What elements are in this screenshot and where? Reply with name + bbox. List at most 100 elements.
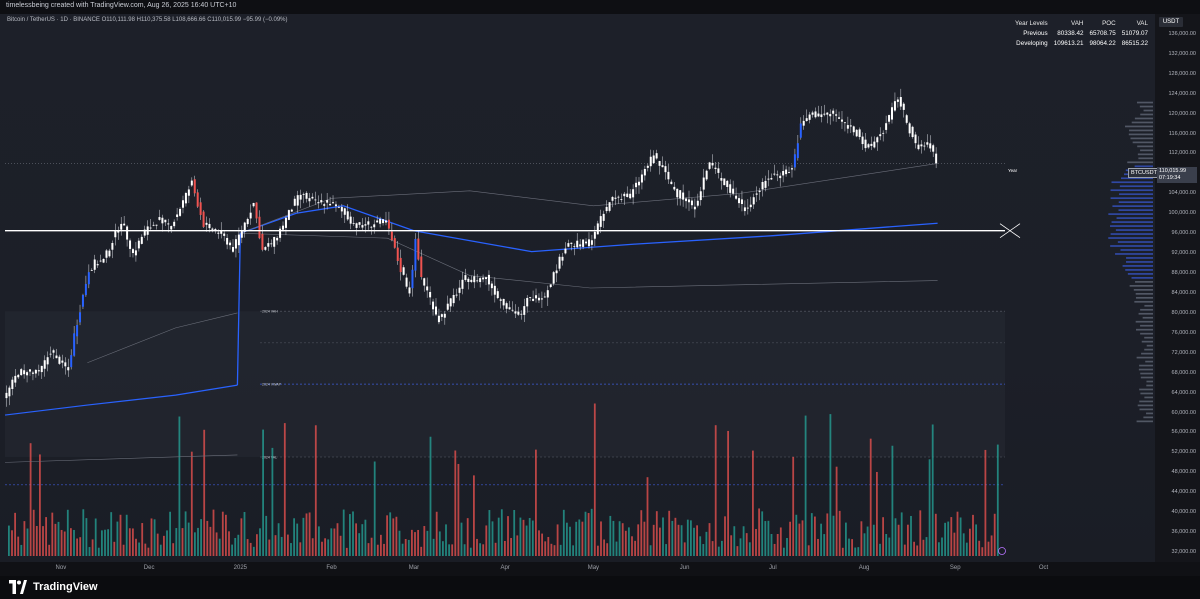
volume-bar <box>110 512 113 556</box>
candle-body <box>311 196 314 199</box>
volume-bar <box>814 516 816 556</box>
candle-body <box>617 196 620 198</box>
volume-bar <box>104 529 106 556</box>
volume-bar <box>708 523 711 556</box>
volume-bar <box>128 528 131 556</box>
band-upper-line-2025 <box>240 163 938 234</box>
volume-bar <box>473 475 475 556</box>
candle-body <box>26 372 29 376</box>
candle-body <box>290 209 293 212</box>
volume-bar <box>380 534 382 556</box>
candle-body <box>152 224 155 226</box>
volume-profile-bar <box>1119 193 1153 196</box>
candle-body <box>676 188 679 198</box>
level-label: 2024 VAL <box>262 455 277 459</box>
volume-profile-bar <box>1125 125 1153 128</box>
candle-body <box>426 286 429 291</box>
level-label: 2024 VAH <box>262 310 278 314</box>
volume-bar <box>287 534 289 556</box>
volume-bar <box>990 535 993 556</box>
volume-bar <box>231 544 233 556</box>
volume-bar <box>621 523 624 556</box>
volume-bar <box>795 514 798 556</box>
candle-body <box>149 227 152 229</box>
candle-body <box>34 369 37 374</box>
candle-body <box>202 211 205 227</box>
volume-bar <box>11 530 13 556</box>
volume-bar <box>169 511 171 556</box>
candle-body <box>840 119 843 122</box>
candle-body <box>96 264 99 266</box>
candle-body <box>276 237 279 241</box>
time-tick-label: Apr <box>500 565 510 571</box>
volume-bar <box>339 535 342 556</box>
candle-body <box>679 190 682 199</box>
candle-body <box>549 284 552 288</box>
candle-body <box>14 375 17 383</box>
candle-body <box>446 303 449 310</box>
price-tick-label: 96,000.00 <box>1171 230 1196 237</box>
volume-bar <box>327 539 330 556</box>
time-axis[interactable]: Nov Dec 2025 Feb Mar Apr May Jun Jul Aug Sep Oct <box>0 562 1200 576</box>
price-tick-label: 68,000.00 <box>1171 369 1196 376</box>
candle-body <box>129 240 132 249</box>
candle-body <box>623 193 626 197</box>
volume-bar <box>618 521 621 556</box>
candle-body <box>58 356 61 364</box>
candle-body <box>935 153 938 164</box>
volume-bar <box>442 541 444 556</box>
candle-body <box>858 129 861 137</box>
candle-body <box>499 299 502 301</box>
volume-bar <box>302 517 305 556</box>
volume-bar <box>702 544 705 556</box>
volume-bar <box>457 463 460 556</box>
candle-body <box>814 111 817 118</box>
volume-bar <box>119 514 122 556</box>
volume-bar <box>256 534 258 556</box>
candle-body <box>720 178 723 181</box>
candle-body <box>102 258 105 263</box>
tradingview-logo[interactable]: TradingView <box>8 580 98 594</box>
candle-body <box>835 114 838 116</box>
candle-body <box>390 231 393 241</box>
candle-body <box>196 192 199 207</box>
candle-body <box>708 162 711 169</box>
candle-body <box>820 114 823 117</box>
volume-bar <box>460 522 463 556</box>
candle-body <box>99 260 102 262</box>
candle-body <box>629 193 632 199</box>
candle-body <box>729 184 732 193</box>
volume-bar <box>240 518 243 556</box>
candle-body <box>761 181 764 190</box>
currency-badge[interactable]: USDT <box>1159 17 1183 27</box>
candle-body <box>5 392 8 399</box>
price-tick-label: 64,000.00 <box>1171 389 1196 396</box>
candle-body <box>899 97 902 107</box>
volume-bar <box>135 538 137 556</box>
levels-cell: Developing <box>1016 39 1048 47</box>
candle-body <box>846 125 849 129</box>
volume-profile-bar <box>1111 181 1153 184</box>
price-tick-label: 124,000.00 <box>1168 90 1196 97</box>
volume-bar <box>163 535 165 556</box>
candle-body <box>208 223 211 229</box>
volume-bar <box>879 543 881 556</box>
candle-body <box>790 168 793 170</box>
volume-bar <box>860 521 863 556</box>
price-tick-label: 112,000.00 <box>1168 150 1196 157</box>
price-axis[interactable]: 136,000.00 132,000.00 128,000.00 124,000.00… <box>1155 14 1200 562</box>
price-tick-label: 60,000.00 <box>1171 409 1196 416</box>
volume-bar <box>913 541 915 556</box>
volume-bar <box>491 521 494 556</box>
candle-body <box>396 247 399 261</box>
candle-body <box>526 297 529 307</box>
candle-body <box>558 256 561 269</box>
candle-body <box>282 225 285 230</box>
candle-body <box>23 370 26 375</box>
volume-profile-bar <box>1144 348 1153 351</box>
volume-bar <box>66 509 69 556</box>
volume-bar <box>975 524 977 556</box>
volume-bar <box>798 523 801 556</box>
volume-bar <box>88 547 91 556</box>
